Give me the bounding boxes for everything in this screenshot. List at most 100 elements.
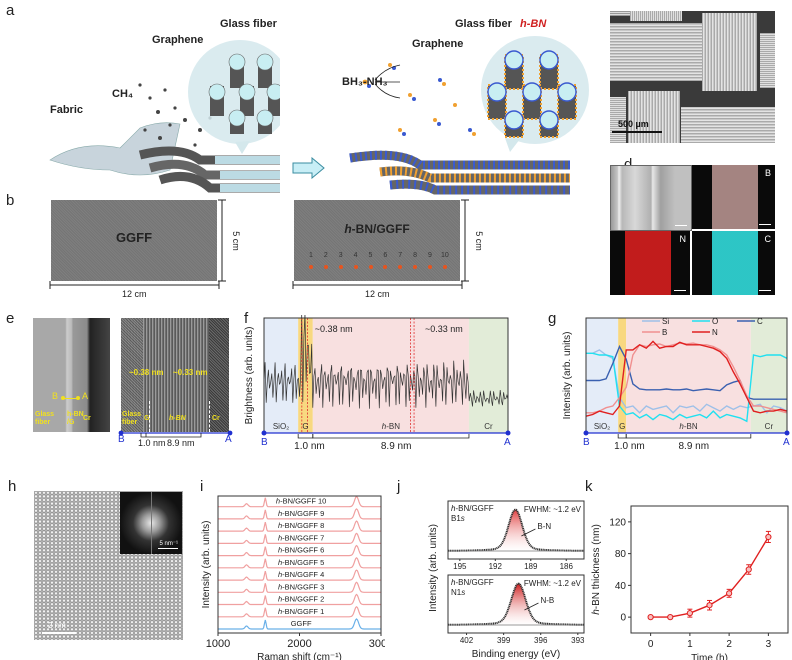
axis-label-a: A <box>783 437 790 448</box>
peak-pointer-0 <box>521 528 536 537</box>
raman-spectrum-5 <box>218 556 381 569</box>
x-tick-label-0: 1000 <box>206 638 230 650</box>
width-label-g: 1.0 nm <box>294 441 325 452</box>
fiber-bundle <box>138 146 280 193</box>
label-g-e2: G <box>144 415 150 422</box>
ggff-title: GGFF <box>115 230 153 245</box>
annotation-033: ~0.33 nm <box>425 324 463 334</box>
sample-point-number: 10 <box>440 252 449 259</box>
raman-spectrum-3 <box>218 581 381 593</box>
spacing-label-e2: ~0.33 nm <box>173 368 208 377</box>
region-label-3: Cr <box>484 422 493 431</box>
axis-label-b: B <box>583 437 590 448</box>
legend-label-n: N <box>712 328 718 337</box>
ggff-height-label: 5 cm <box>230 231 241 251</box>
region-3 <box>468 318 508 433</box>
axis-label-b: B <box>261 437 268 448</box>
y-axis-label: Intensity (arb. units) <box>201 521 212 609</box>
arrow-right-icon <box>292 157 325 179</box>
fwhm-label-0: FWHM: ~1.2 eV <box>524 505 582 514</box>
label-a-e: A <box>82 391 89 401</box>
panel-a-right-illustration <box>349 36 589 195</box>
plot-frame-0 <box>447 500 585 560</box>
hbn-ggff-height-label: 5 cm <box>473 231 484 251</box>
series-b <box>586 342 788 414</box>
x-tick-label-0: 0 <box>648 639 654 650</box>
eds-label-b: B <box>764 168 771 178</box>
sample-point-2: 2 <box>321 252 331 269</box>
brightness-trace <box>263 315 509 409</box>
spectrum-label-6: h-BN/GGFF 6 <box>278 546 324 555</box>
x-tick-label-1-2: 396 <box>534 636 548 645</box>
x-tick-label-1: 2000 <box>287 638 311 650</box>
legend-label-b: B <box>662 328 667 337</box>
panel-e-label: e <box>6 310 15 327</box>
hbn-ggff-width-ruler <box>292 281 463 289</box>
sample-point-dot <box>383 265 388 269</box>
ggff-width-ruler <box>49 281 220 289</box>
reaction-arrows <box>374 64 401 99</box>
sample-point-8: 8 <box>410 252 420 269</box>
y-axis-label: Intensity (arb. units) <box>562 332 573 420</box>
spectrum-label-7: h-BN/GGFF 7 <box>278 533 324 542</box>
scale-label-e2: 2 nm <box>123 433 139 440</box>
x-tick-label-1-0: 402 <box>460 636 474 645</box>
label-glass-fiber-e2: Glass fiber <box>122 411 142 426</box>
sample-point-number: 4 <box>353 252 358 259</box>
xps-data-1 <box>448 582 584 626</box>
peak-label-0: B-N <box>537 522 551 531</box>
raman-spectrum-1 <box>218 606 381 618</box>
sample-label-0: h-BN/GGFF <box>451 504 494 513</box>
label-hbn-g-e: h-BN /G <box>67 411 84 426</box>
panel-h-label: h <box>8 478 17 495</box>
hbn-ggff-height-ruler <box>461 199 469 282</box>
sample-point-dot <box>413 265 418 269</box>
data-point-2 <box>686 610 693 617</box>
bracket-hbn <box>625 434 752 439</box>
spectrum-label-10: h-BN/GGFF 10 <box>276 497 326 506</box>
sample-point-9: 9 <box>425 252 435 269</box>
hrtem-lattice-image: 5 nm⁻¹ 2 nm <box>34 491 183 640</box>
plot-frame-1 <box>447 574 585 634</box>
panel-a-label: a <box>6 2 15 19</box>
point-b-marker <box>261 430 267 436</box>
y-tick-label-3: 120 <box>609 517 626 528</box>
tem-low-mag: B A Glass fiber h-BN /G Cr 50 nm <box>33 318 110 444</box>
sample-point-number: 2 <box>323 252 328 259</box>
sample-point-dot <box>368 265 373 269</box>
label-ch4: CH₄ <box>112 88 134 100</box>
region-1 <box>618 318 627 433</box>
region-label-2: h-BN <box>679 422 697 431</box>
point-a-marker <box>784 430 790 436</box>
sample-point-dot <box>323 265 328 269</box>
peak-label-1: N-B <box>540 596 554 605</box>
ch4-molecules <box>138 83 212 147</box>
sample-point-4: 4 <box>351 252 361 269</box>
label-b-e: B <box>52 391 59 401</box>
bracket-g <box>297 434 314 439</box>
spectrum-label-4: h-BN/GGFF 4 <box>278 570 324 579</box>
spectrum-label-1: h-BN/GGFF 1 <box>278 607 324 616</box>
tem-high-mag: ~0.38 nm ~0.33 nm Glass fiber G h-BN Cr … <box>121 318 229 444</box>
width-label-hbn: 8.9 nm <box>381 441 412 452</box>
x-tick-label-3: 3 <box>766 639 772 650</box>
panel-a-left-illustration <box>49 40 280 193</box>
data-point-4 <box>726 590 733 597</box>
data-point-6 <box>765 533 772 541</box>
series-c <box>586 344 787 400</box>
data-point-3 <box>706 602 713 609</box>
label-glass-fiber-e: Glass fiber <box>35 411 55 426</box>
raman-spectrum-0 <box>218 618 381 630</box>
raman-spectrum-6 <box>218 544 381 557</box>
data-point-0 <box>647 614 654 621</box>
axis-label-a: A <box>504 437 511 448</box>
axis-a-e: A <box>225 434 232 445</box>
x-tick-label-0-2: 189 <box>524 562 538 571</box>
panel-i-label: i <box>200 478 204 495</box>
y-axis-label: Brightness (arb. units) <box>244 327 255 425</box>
series-n <box>585 340 788 417</box>
panel-k-label: k <box>585 478 593 495</box>
sample-point-1: 1 <box>306 252 316 269</box>
spectrum-label-9: h-BN/GGFF 9 <box>278 509 324 518</box>
label-glass-fiber-right: Glass fiber <box>455 18 512 30</box>
